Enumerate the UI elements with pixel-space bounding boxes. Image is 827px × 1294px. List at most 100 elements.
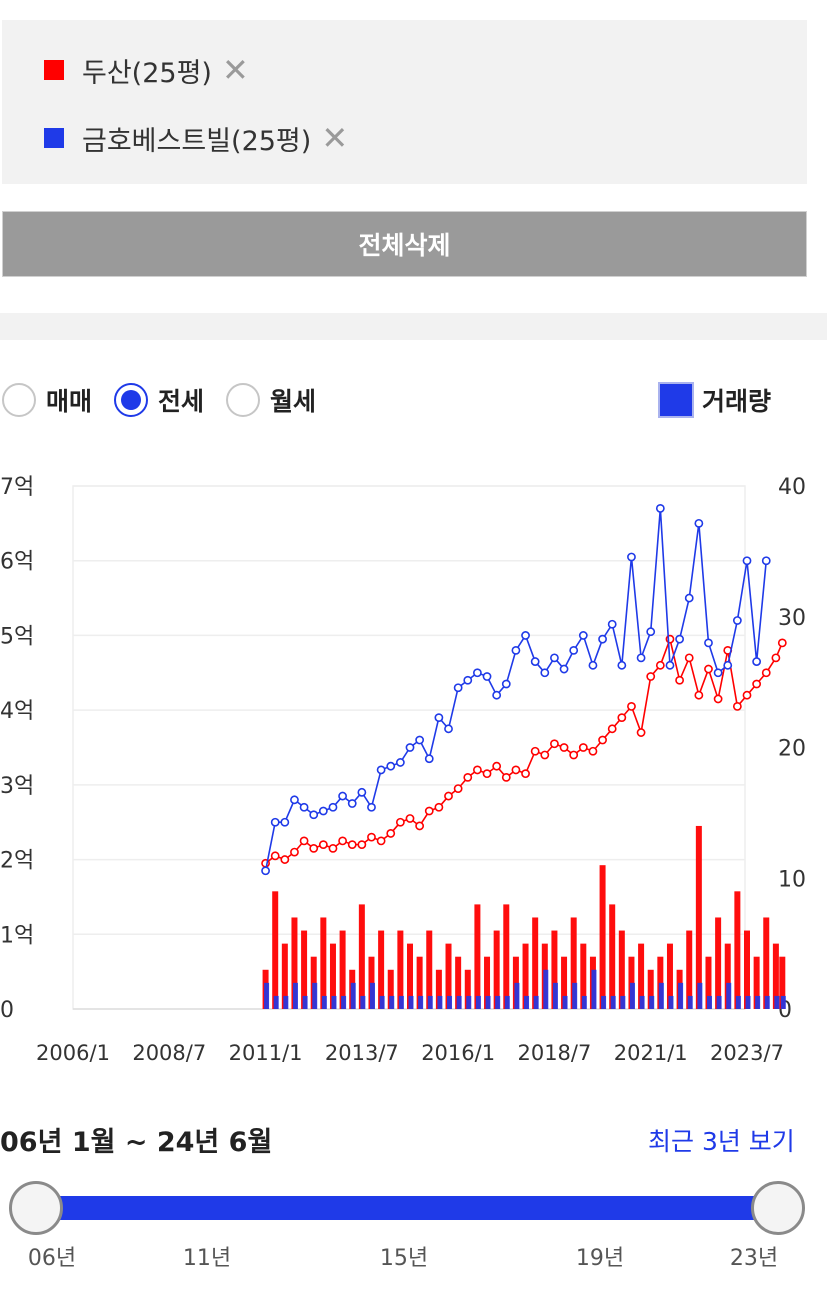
radio-sale-label[interactable]: 매매	[46, 387, 93, 416]
volume-bar-kumho	[321, 995, 327, 1009]
delete-all-button[interactable]: 전체삭제	[2, 211, 807, 277]
volume-bar-kumho	[475, 995, 481, 1009]
volume-bar-kumho	[552, 982, 558, 1009]
volume-bar-dusan	[358, 904, 365, 1009]
volume-bar-dusan	[329, 943, 336, 1009]
price-point-dusan	[627, 702, 636, 711]
volume-bar-kumho	[668, 995, 674, 1009]
volume-bar-kumho	[780, 995, 786, 1009]
price-point-kumho	[261, 866, 270, 876]
volume-bar-kumho	[389, 995, 395, 1009]
price-point-dusan	[550, 739, 559, 749]
radio-jeonse-label[interactable]: 전세	[158, 387, 205, 416]
recent-3-years-link[interactable]: 최근 3년 보기	[648, 1127, 795, 1156]
y-left-tick-label: 1억	[0, 923, 34, 948]
volume-bar-kumho	[504, 995, 510, 1009]
volume-bar-kumho	[447, 995, 453, 1009]
legend-swatch-dusan	[44, 60, 64, 80]
range-slider-end-handle[interactable]	[751, 1181, 805, 1235]
price-point-kumho	[732, 616, 742, 625]
volume-bar-kumho	[524, 995, 530, 1009]
legend-panel: 두산(25평) ✕ 금호베스트빌(25평) ✕	[2, 20, 807, 184]
price-point-dusan	[453, 784, 463, 793]
radio-jeonse-circle[interactable]	[114, 383, 149, 417]
price-point-dusan	[492, 761, 502, 771]
price-point-dusan	[617, 713, 627, 723]
x-tick-label: 2011/1	[229, 1041, 303, 1065]
volume-bar-dusan	[618, 930, 625, 1009]
remove-dusan-icon[interactable]: ✕	[221, 51, 249, 89]
legend-label-dusan: 두산(25평)	[82, 57, 212, 89]
y-left-tick-label: 2억	[0, 849, 34, 874]
volume-bar-kumho	[687, 995, 693, 1009]
volume-bar-kumho	[726, 982, 732, 1009]
price-point-dusan	[607, 724, 617, 734]
radio-monthly-circle[interactable]	[226, 383, 261, 417]
price-point-dusan	[472, 765, 482, 775]
volume-bar-dusan	[291, 917, 298, 1009]
price-point-dusan	[655, 660, 665, 670]
y-left-tick-label: 6억	[0, 550, 34, 575]
price-point-kumho	[492, 690, 502, 700]
legend-label-kumho: 금호베스트빌(25평)	[82, 125, 312, 157]
price-point-dusan	[463, 772, 473, 782]
volume-bar-kumho	[360, 995, 366, 1009]
volume-bar-kumho	[369, 982, 375, 1009]
volume-bar-kumho	[639, 995, 645, 1009]
price-point-kumho	[444, 724, 453, 734]
price-point-dusan	[530, 746, 540, 756]
volume-bar-kumho	[485, 995, 491, 1009]
price-point-kumho	[318, 806, 328, 816]
volume-bar-dusan	[484, 956, 491, 1009]
volume-checkbox[interactable]	[658, 382, 694, 418]
volume-bar-dusan	[426, 930, 433, 1009]
range-tick-label: 15년	[379, 1246, 429, 1271]
price-point-dusan	[434, 802, 444, 812]
volume-label[interactable]: 거래량	[702, 387, 772, 416]
x-tick-label: 2018/7	[517, 1041, 591, 1065]
range-tick-label: 06년	[27, 1246, 77, 1271]
price-point-kumho	[299, 802, 309, 812]
volume-bar-dusan	[561, 956, 568, 1009]
price-point-kumho	[415, 735, 425, 745]
price-point-kumho	[617, 660, 627, 670]
y-left-tick-label: 4억	[0, 699, 34, 724]
price-point-kumho	[530, 657, 540, 666]
radio-monthly-label[interactable]: 월세	[270, 387, 317, 416]
volume-bar-dusan	[407, 943, 413, 1009]
volume-bar-dusan	[599, 865, 606, 1009]
volume-bar-dusan	[551, 930, 558, 1009]
volume-bar-dusan	[503, 904, 510, 1009]
price-point-kumho	[665, 660, 675, 670]
price-point-kumho	[347, 799, 357, 808]
y-right-tick-label: 30	[778, 606, 806, 631]
price-point-kumho	[752, 657, 762, 666]
price-point-kumho	[675, 634, 684, 644]
remove-kumho-icon[interactable]: ✕	[321, 119, 349, 157]
price-point-dusan	[540, 750, 550, 760]
volume-bar-kumho	[610, 995, 616, 1009]
price-point-kumho	[511, 645, 521, 655]
price-point-kumho	[405, 743, 415, 752]
price-point-kumho	[578, 631, 588, 640]
price-point-dusan	[598, 735, 607, 745]
radio-sale-circle[interactable]	[2, 383, 36, 417]
radio-jeonse[interactable]: 전세	[114, 382, 204, 418]
volume-bar-dusan	[301, 930, 308, 1009]
volume-bar-kumho	[292, 982, 298, 1009]
radio-sale[interactable]: 매매	[0, 382, 92, 418]
range-slider-track[interactable]	[36, 1196, 778, 1220]
price-point-kumho	[646, 627, 656, 637]
range-slider-start-handle[interactable]	[9, 1181, 63, 1235]
volume-toggle[interactable]: 거래량	[658, 382, 771, 418]
x-tick-label: 2006/1	[36, 1041, 110, 1065]
range-tick-label: 23년	[729, 1246, 779, 1271]
price-point-kumho	[395, 758, 405, 767]
price-point-dusan	[280, 855, 290, 864]
radio-monthly[interactable]: 월세	[226, 382, 316, 418]
volume-bar-kumho	[379, 995, 385, 1009]
price-point-dusan	[646, 672, 656, 681]
price-point-kumho	[684, 593, 694, 603]
price-point-dusan	[732, 702, 742, 711]
price-point-kumho	[598, 634, 607, 644]
